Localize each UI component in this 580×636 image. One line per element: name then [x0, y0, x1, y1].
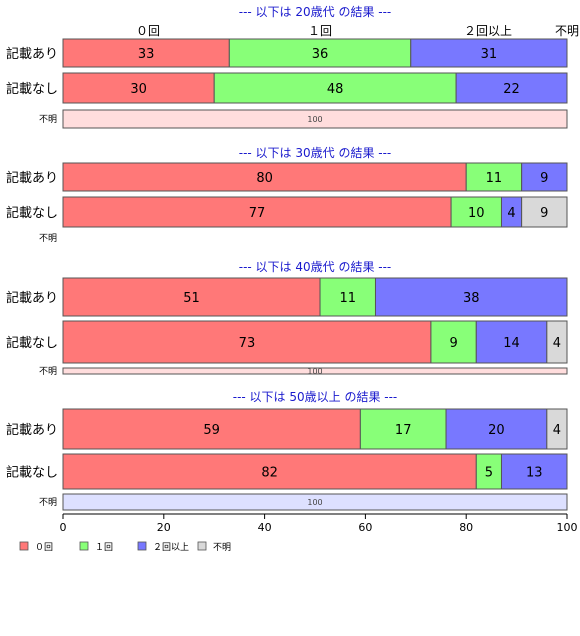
- segment-value-label: 100: [307, 115, 322, 124]
- segment-value-label: 9: [449, 336, 457, 351]
- segment-value-label: 82: [261, 466, 278, 481]
- legend-label: ２回以上: [153, 542, 189, 553]
- segment-value-label: 9: [540, 171, 548, 186]
- segment-value-label: 59: [203, 423, 220, 438]
- legend-label: １回: [95, 542, 113, 553]
- segment-value-label: 17: [395, 423, 412, 438]
- segment-value-label: 30: [130, 82, 147, 97]
- segment-value-label: 36: [312, 47, 329, 62]
- column-header-label: ０回: [136, 24, 160, 38]
- group-title: --- 以下は 30歳代 の結果 ---: [239, 146, 392, 160]
- segment-value-label: 100: [307, 367, 322, 376]
- bar-segment: [445, 408, 548, 450]
- x-axis-tick-label: 40: [258, 521, 272, 534]
- bar-segment: [62, 277, 321, 317]
- bar-segment: [213, 72, 457, 104]
- segment-value-label: 11: [486, 171, 503, 186]
- segment-value-label: 38: [463, 291, 480, 306]
- bar-segment: [465, 162, 523, 192]
- segment-value-label: 20: [488, 423, 505, 438]
- legend-swatch: [79, 541, 89, 551]
- bar-segment: [62, 109, 568, 129]
- group-title: --- 以下は 40歳代 の結果 ---: [239, 260, 392, 274]
- x-axis-tick-label: 60: [358, 521, 372, 534]
- x-axis-tick-label: 100: [557, 521, 578, 534]
- x-axis-tick-label: 20: [157, 521, 171, 534]
- segment-value-label: 10: [468, 206, 485, 221]
- legend-swatch: [137, 541, 147, 551]
- bar-segment: [359, 408, 447, 450]
- row-label: 記載あり: [6, 170, 58, 186]
- bar-segment: [546, 408, 568, 450]
- bar-segment: [410, 38, 568, 68]
- segment-value-label: 80: [256, 171, 273, 186]
- column-header-label: ２回以上: [464, 24, 512, 38]
- bar-segment: [475, 320, 548, 364]
- x-axis-tick-label: 80: [459, 521, 473, 534]
- bar-segment: [62, 493, 568, 511]
- row-label: 記載なし: [6, 465, 58, 481]
- legend-swatch: [197, 541, 207, 551]
- row-label: 記載あり: [6, 46, 58, 62]
- legend-label: 不明: [213, 542, 231, 553]
- bar-segment: [475, 453, 502, 490]
- bar-segment: [500, 453, 568, 490]
- segment-value-label: 77: [249, 206, 266, 221]
- row-label: 不明: [39, 497, 57, 508]
- bar-segment: [450, 196, 502, 228]
- segment-value-label: 33: [138, 47, 155, 62]
- legend-label: ０回: [35, 542, 53, 553]
- segment-value-label: 31: [481, 47, 498, 62]
- x-axis-tick-label: 0: [60, 521, 67, 534]
- column-header-label: 不明: [555, 24, 579, 38]
- segment-value-label: 73: [239, 336, 256, 351]
- bar-segment: [62, 196, 452, 228]
- segment-value-label: 51: [183, 291, 200, 306]
- bar-segment: [62, 367, 568, 375]
- segment-value-label: 4: [553, 336, 561, 351]
- row-label: 記載あり: [6, 290, 58, 306]
- legend-swatch: [19, 541, 29, 551]
- bar-segment: [62, 453, 477, 490]
- row-label: 不明: [39, 366, 57, 377]
- bar-segment: [455, 72, 568, 104]
- row-label: 記載なし: [6, 335, 58, 351]
- segment-value-label: 5: [485, 466, 493, 481]
- segment-value-label: 4: [553, 423, 561, 438]
- row-label: 記載あり: [6, 422, 58, 438]
- row-label: 不明: [39, 233, 57, 244]
- bar-segment: [374, 277, 568, 317]
- bar-segment: [228, 38, 412, 68]
- segment-value-label: 14: [503, 336, 520, 351]
- bar-segment: [521, 196, 568, 228]
- row-label: 記載なし: [6, 205, 58, 221]
- bar-segment: [62, 38, 230, 68]
- bar-segment: [521, 162, 568, 192]
- group-title: --- 以下は 20歳代 の結果 ---: [239, 5, 392, 19]
- segment-value-label: 11: [339, 291, 356, 306]
- segment-value-label: 4: [507, 206, 515, 221]
- segment-value-label: 100: [307, 498, 322, 507]
- group-title: --- 以下は 50歳以上 の結果 ---: [233, 390, 398, 404]
- bar-segment: [319, 277, 376, 317]
- row-label: 不明: [39, 114, 57, 125]
- row-label: 記載なし: [6, 81, 58, 97]
- column-header-label: １回: [308, 24, 332, 38]
- bar-segment: [430, 320, 477, 364]
- bar-segment: [546, 320, 568, 364]
- segment-value-label: 22: [503, 82, 520, 97]
- bar-segment: [62, 408, 361, 450]
- segment-value-label: 48: [327, 82, 344, 97]
- segment-value-label: 9: [540, 206, 548, 221]
- segment-value-label: 13: [526, 466, 543, 481]
